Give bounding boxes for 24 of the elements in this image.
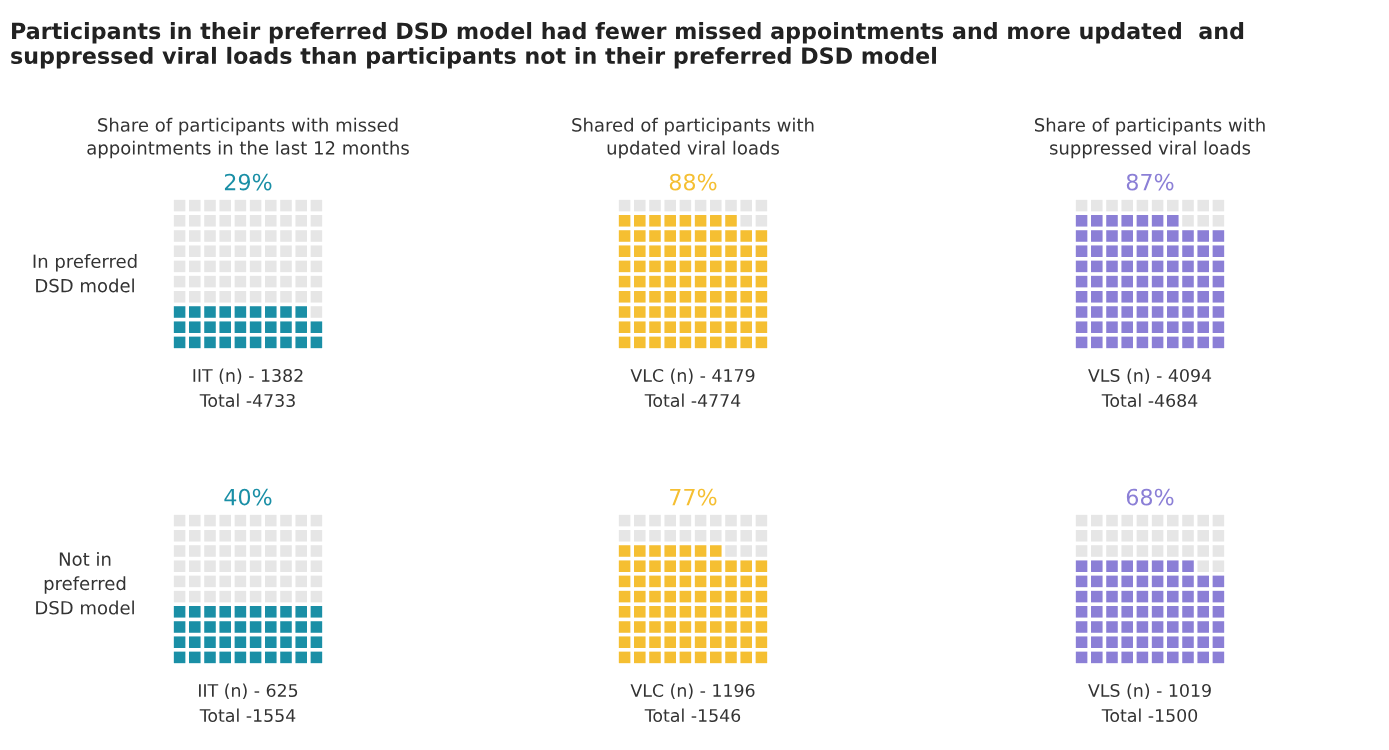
text: IIT (n) - 625 xyxy=(199,683,298,700)
text: Share of participants with suppressed viral loads xyxy=(1034,117,1265,159)
text: Total -4684 xyxy=(1101,393,1198,408)
text: Total -1500 xyxy=(1101,708,1198,723)
text: Total -4774 xyxy=(644,393,741,408)
text: VLC (n) - 1196 xyxy=(630,683,755,700)
text: Shared of participants with updated viral loads xyxy=(572,117,814,159)
data-label: 87% xyxy=(1126,173,1174,191)
text: Participants in their preferred DSD model had fewer missed appointments and more updated and suppressed viral loads than participants not in their preferred DSD model xyxy=(11,22,1244,69)
text: VLS (n) - 1019 xyxy=(1088,683,1211,700)
text: IIT (n) - 1382 xyxy=(193,368,303,385)
text: Not in preferred DSD model xyxy=(36,551,134,615)
text: In preferred DSD model xyxy=(33,254,137,293)
text: Total -1546 xyxy=(644,708,741,723)
data-label: 88% xyxy=(669,173,717,191)
data-label: 29% xyxy=(224,173,272,191)
text: Total -1554 xyxy=(199,708,296,723)
text: Total -4733 xyxy=(199,393,295,408)
data-label: 68% xyxy=(1126,488,1174,506)
text: VLC (n) - 4179 xyxy=(630,368,755,385)
text: Share of participants with missed appointments in the last 12 months xyxy=(87,117,409,159)
text: VLS (n) - 4094 xyxy=(1088,368,1212,385)
data-label: 40% xyxy=(224,488,272,506)
data-label: 77% xyxy=(670,488,717,506)
